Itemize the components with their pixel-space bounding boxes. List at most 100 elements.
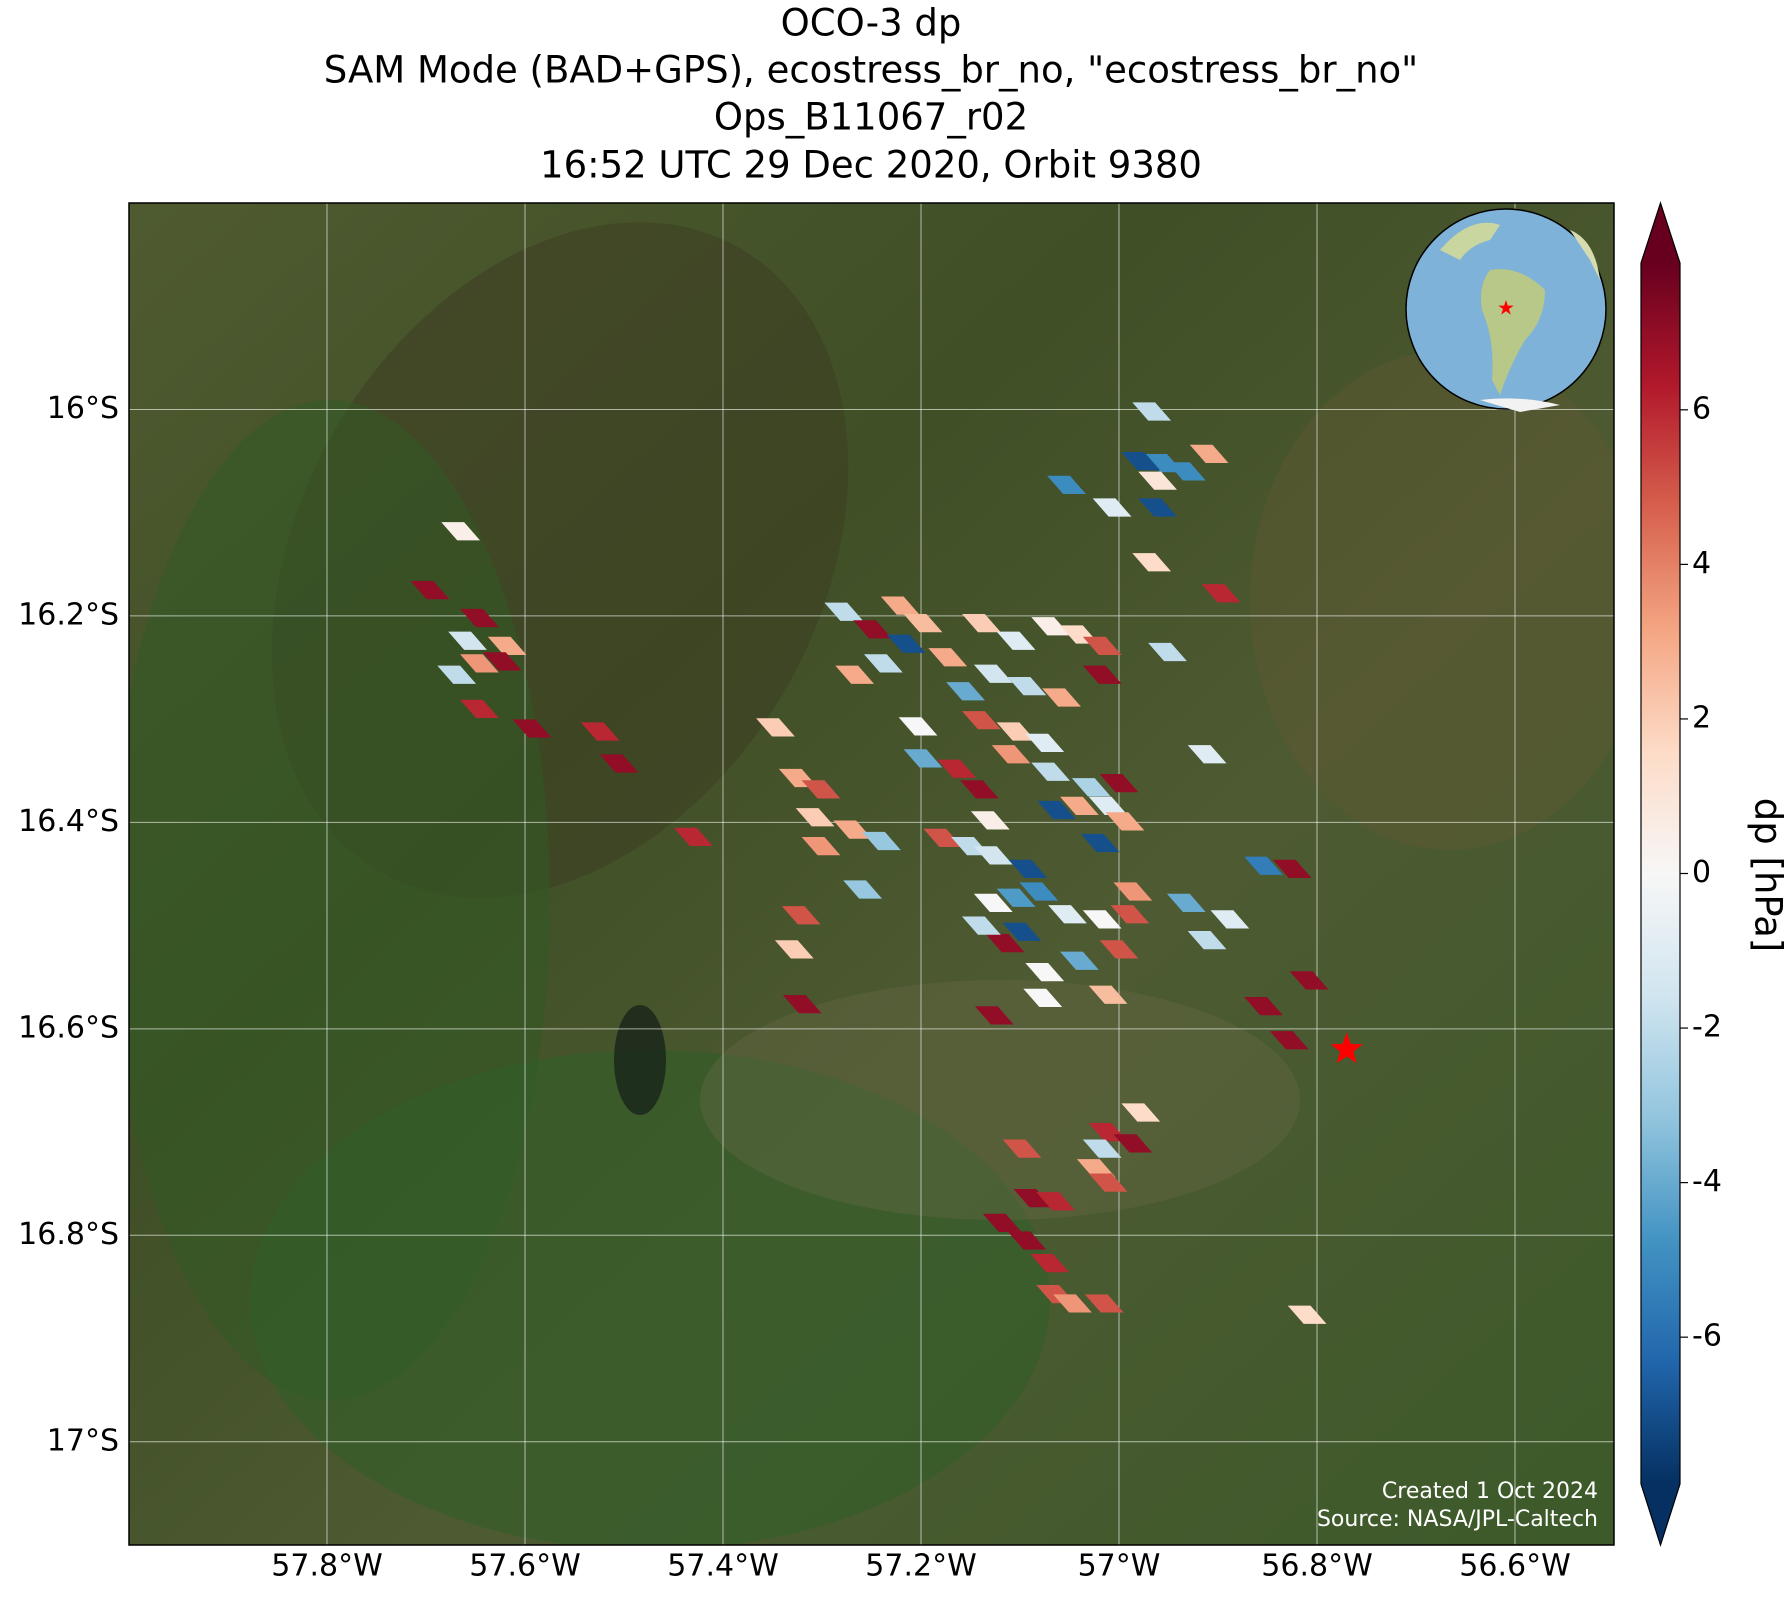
footprint — [973, 846, 1013, 865]
footprint — [1187, 745, 1227, 764]
colorbar-extend — [1641, 203, 1680, 263]
svg-text:★: ★ — [1497, 296, 1515, 320]
footprint — [960, 780, 999, 799]
credit: Source: NASA/JPL-Caltech — [1317, 1507, 1598, 1532]
footprint — [1047, 475, 1086, 494]
y-tick-label: 16.6°S — [18, 1010, 119, 1045]
footprint — [1082, 910, 1122, 929]
footprint — [1019, 882, 1059, 901]
footprint — [991, 745, 1031, 764]
footprint — [1082, 636, 1122, 655]
footprint — [1105, 812, 1145, 831]
footprint — [903, 749, 943, 768]
footprint — [1080, 833, 1120, 853]
footprint — [441, 522, 481, 541]
colorbar-tick-label: -4 — [1692, 1164, 1722, 1199]
footprint — [1048, 905, 1087, 924]
footprint — [962, 916, 1001, 935]
footprint — [1002, 1139, 1042, 1158]
footprint — [1088, 985, 1128, 1004]
footprint — [996, 722, 1036, 741]
footprint — [1008, 859, 1048, 878]
footprint — [482, 652, 522, 671]
footprint — [1132, 402, 1172, 421]
footprint — [973, 893, 1013, 913]
footprint — [1071, 778, 1111, 797]
footprint — [580, 722, 620, 741]
footprint — [1148, 642, 1187, 662]
x-tick-label: 57°W — [1078, 1549, 1161, 1584]
footprint — [996, 631, 1036, 650]
footprints — [410, 402, 1329, 1324]
footprint — [982, 1213, 1022, 1233]
footprint — [1166, 462, 1206, 481]
y-tick-label: 16.2°S — [18, 597, 119, 632]
y-tick-label: 17°S — [47, 1423, 119, 1458]
footprint — [1076, 1159, 1116, 1178]
chart-title: Ops_B11067_r02 — [714, 96, 1028, 139]
footprint — [1060, 951, 1099, 970]
footprint — [1244, 856, 1283, 875]
footprint — [835, 665, 875, 684]
colorbar-extend — [1641, 1484, 1680, 1545]
colorbar-body — [1641, 263, 1680, 1484]
footprint — [1269, 1031, 1309, 1050]
footprint — [774, 940, 814, 959]
footprint — [962, 614, 1001, 633]
colorbar-tick-label: 0 — [1692, 855, 1711, 890]
footprint — [460, 699, 499, 718]
colorbar-tick-label: 2 — [1692, 700, 1711, 735]
footprint — [1166, 893, 1206, 913]
globe-inset: ★ — [1405, 208, 1607, 412]
footprint — [1272, 859, 1312, 878]
x-tick-label: 57.4°W — [667, 1549, 778, 1584]
footprint — [1099, 774, 1139, 793]
footprint — [781, 906, 821, 925]
footprint — [1031, 617, 1071, 636]
footprint — [833, 820, 873, 839]
footprint — [1121, 1103, 1161, 1122]
footprint — [1113, 1134, 1153, 1153]
footprint — [1289, 971, 1329, 990]
footprint — [1025, 733, 1065, 753]
footprint — [673, 827, 713, 846]
footprint — [460, 608, 499, 628]
footprint — [1036, 1192, 1076, 1211]
footprint — [1007, 1231, 1047, 1250]
footprint — [795, 808, 835, 827]
footprint — [985, 934, 1025, 953]
plot-frame — [128, 202, 1615, 1546]
x-tick-label: 56.6°W — [1459, 1549, 1570, 1584]
footprint — [1023, 988, 1063, 1007]
footprint — [1189, 444, 1229, 463]
footprint — [864, 654, 903, 673]
footprint — [923, 828, 963, 847]
footprint — [1121, 451, 1161, 471]
colorbar-frame — [1640, 201, 1681, 1547]
x-tick-label: 57.8°W — [271, 1549, 382, 1584]
footprint — [1030, 1254, 1070, 1273]
footprint — [862, 831, 901, 851]
footprint — [756, 718, 795, 737]
footprint — [903, 614, 943, 633]
x-tick-label: 57.2°W — [865, 1549, 976, 1584]
footprint — [410, 580, 450, 600]
credit: Created 1 Oct 2024 — [1382, 1479, 1598, 1504]
colorbar-tick-label: 4 — [1692, 546, 1711, 581]
y-tick-label: 16.4°S — [18, 804, 119, 839]
footprint — [448, 631, 487, 650]
chart-title: OCO-3 dp — [781, 2, 962, 45]
footprint — [1138, 471, 1177, 490]
footprint — [460, 654, 499, 673]
footprint — [824, 602, 864, 621]
footprint — [1201, 584, 1241, 603]
footprint — [801, 837, 841, 856]
y-tick-label: 16.8°S — [18, 1217, 119, 1252]
colorbar: -6 -4 -2 0 2 4 6 — [1640, 201, 1722, 1547]
footprint — [1031, 762, 1071, 781]
map-background — [129, 203, 1614, 1545]
footprint — [880, 596, 920, 615]
footprint — [1082, 1139, 1122, 1158]
footprint — [512, 719, 552, 738]
